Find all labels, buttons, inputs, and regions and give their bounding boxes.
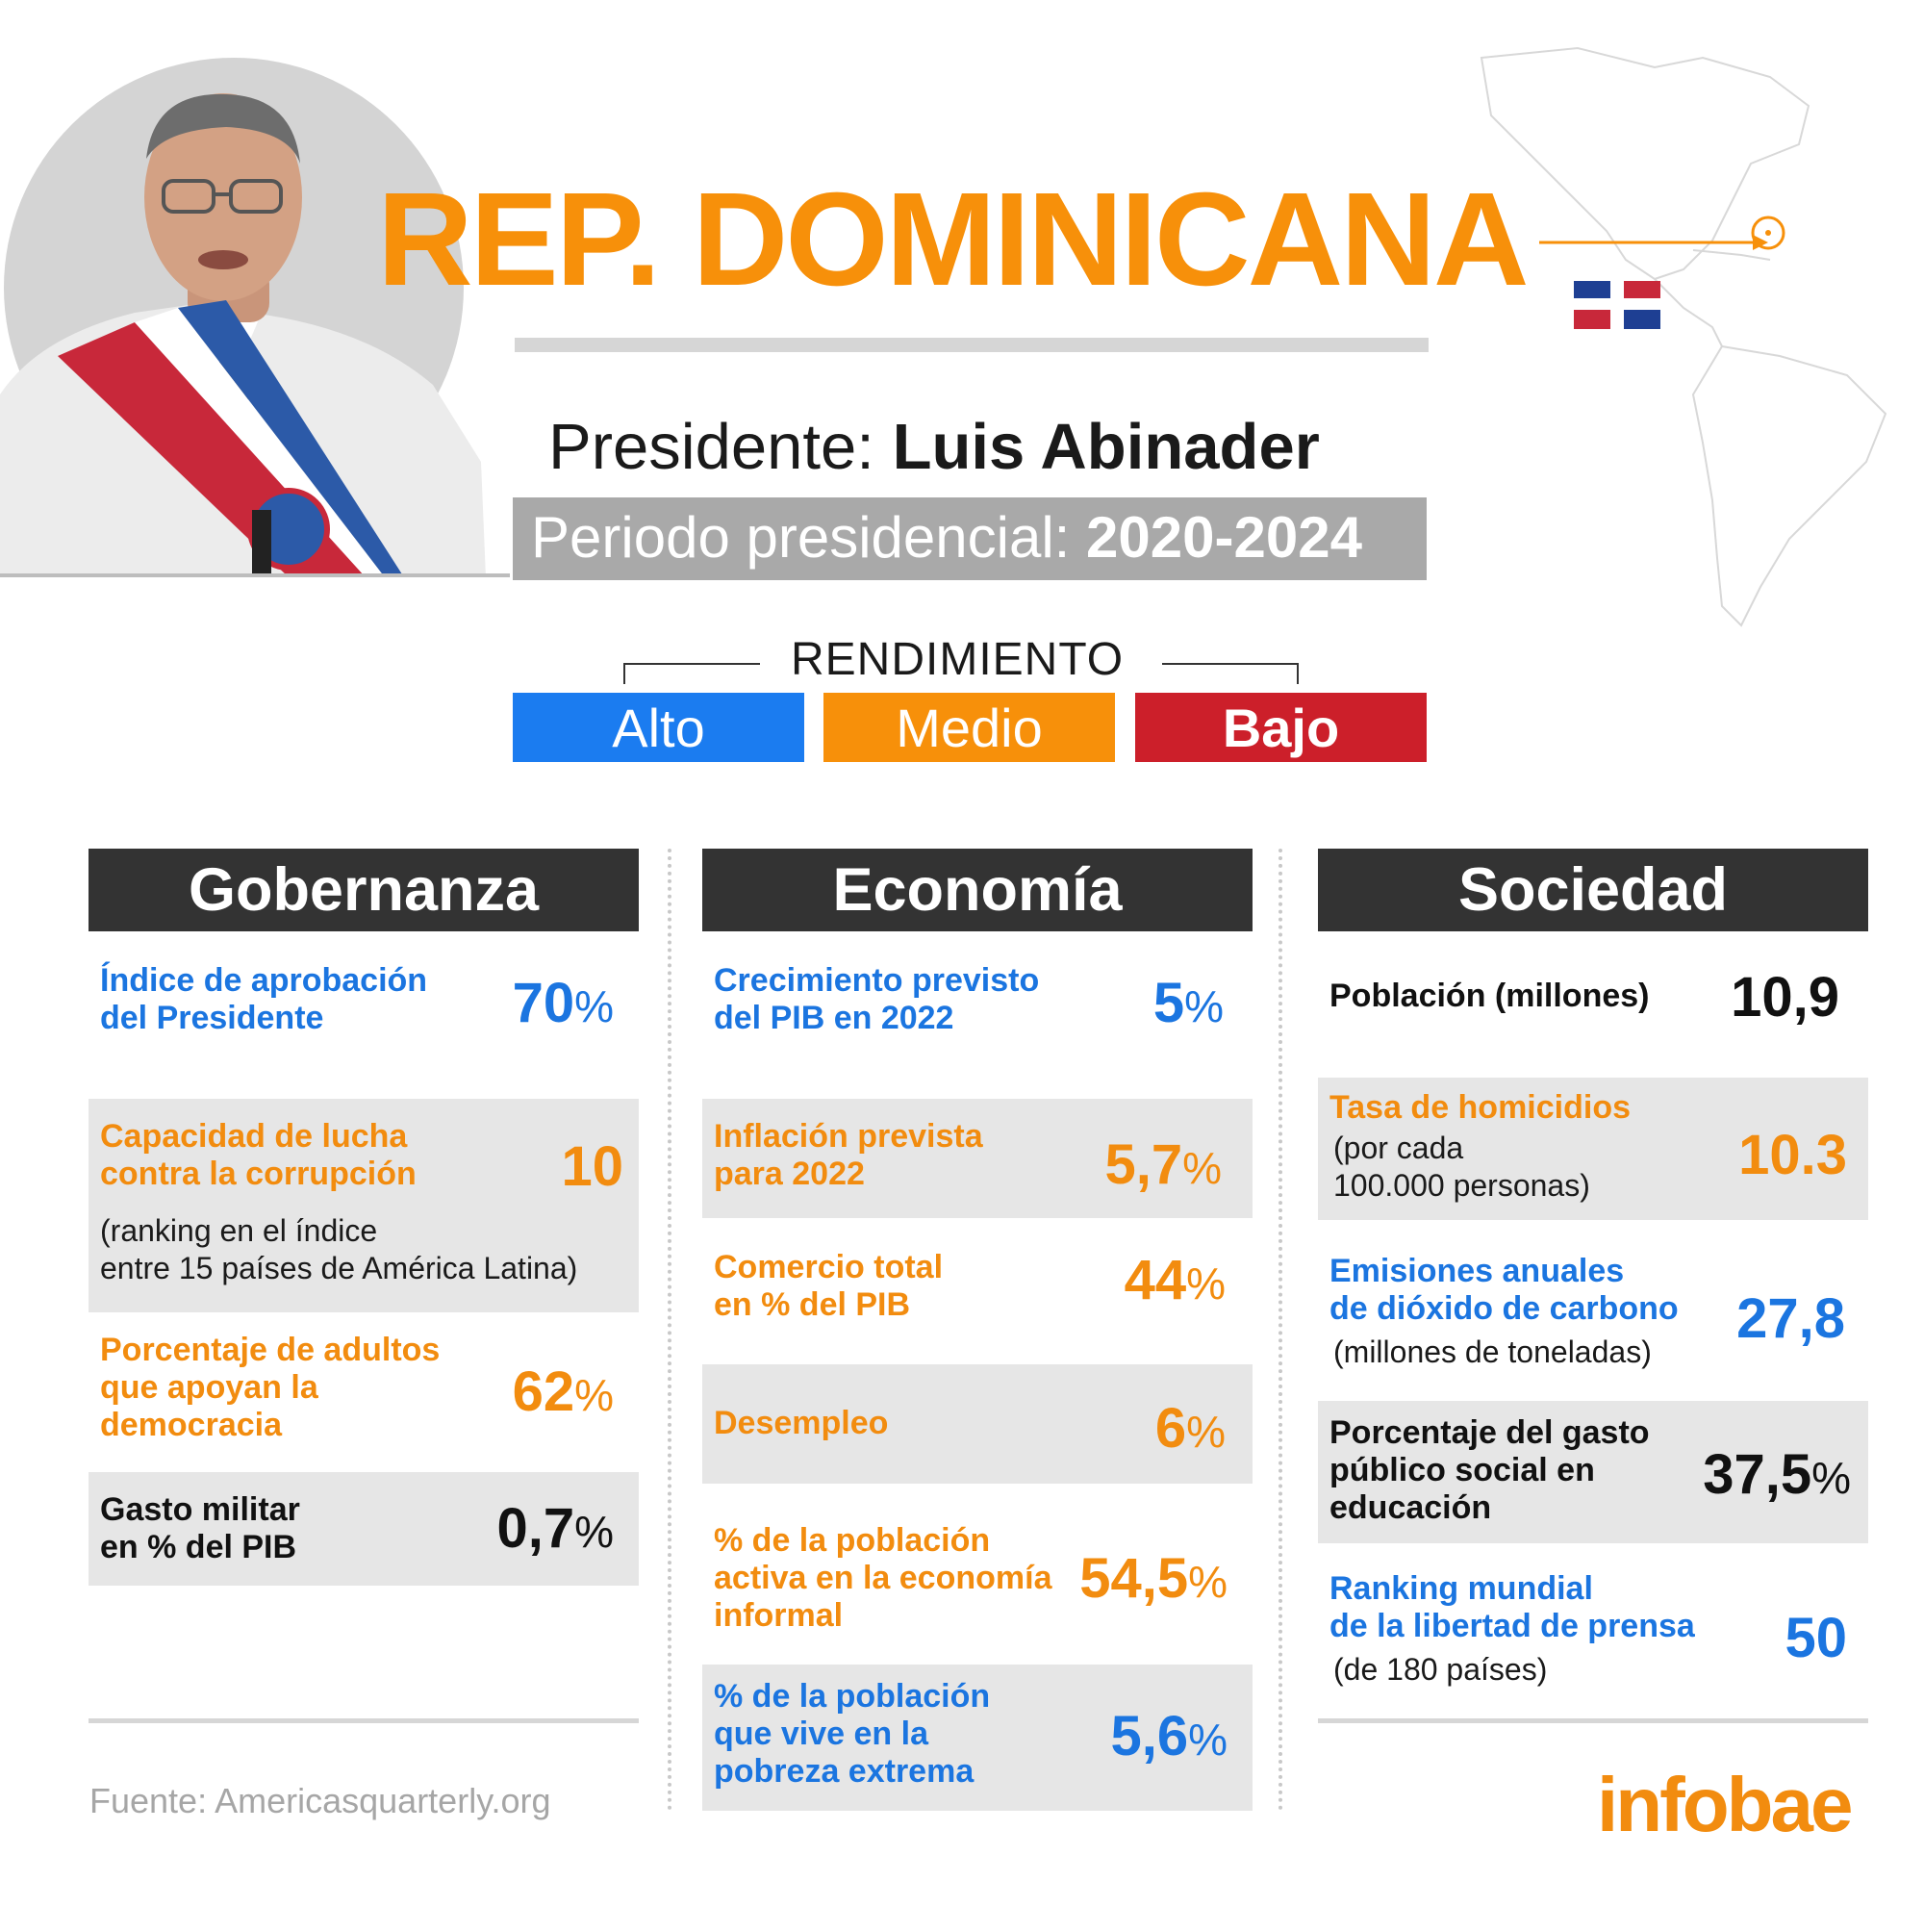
item-sublabel: (de 180 países): [1333, 1652, 1548, 1687]
dominican-flag-icon: [1574, 281, 1660, 329]
item-value: 50: [1785, 1607, 1847, 1669]
period-value: 2020-2024: [1086, 505, 1362, 570]
legend-medio: Medio: [823, 693, 1115, 762]
title-divider: [515, 338, 1429, 352]
economia-item-inflacion: Inflación prevista para 2022 5,7%: [702, 1099, 1253, 1218]
president-label: Presidente:: [548, 411, 874, 483]
sociedad-item-emisiones: Emisiones anuales de dióxido de carbono (…: [1318, 1241, 1868, 1376]
page-title: REP. DOMINICANA: [377, 165, 1530, 314]
sociedad-heading: Sociedad: [1318, 849, 1868, 931]
item-value: 10,9: [1731, 966, 1839, 1029]
item-sublabel: (ranking en el índice entre 15 países de …: [100, 1213, 578, 1285]
legend-alto: Alto: [513, 693, 804, 762]
item-value: 37,5%: [1703, 1443, 1851, 1506]
gobernanza-item-militar: Gasto militar en % del PIB 0,7%: [89, 1472, 639, 1586]
item-value: 5,7%: [1104, 1133, 1222, 1196]
legend-bracket-left: [623, 663, 760, 665]
item-sublabel: (millones de toneladas): [1333, 1335, 1652, 1369]
sociedad-item-educacion: Porcentaje del gasto público social en edu…: [1318, 1401, 1868, 1543]
item-value: 54,5%: [1079, 1547, 1228, 1610]
item-label: Población (millones): [1329, 978, 1650, 1014]
item-value: 27,8: [1736, 1287, 1845, 1350]
period-line: Periodo presidencial: 2020-2024: [531, 506, 1362, 570]
period-banner: [513, 497, 1427, 580]
item-value: 5,6%: [1110, 1705, 1228, 1767]
item-value: 10: [561, 1135, 623, 1198]
legend-bracket-right-tick: [1297, 663, 1299, 684]
period-label: Periodo presidencial:: [531, 505, 1071, 570]
item-value: 0,7%: [496, 1497, 614, 1560]
source-text: Fuente: Americasquarterly.org: [89, 1781, 551, 1820]
economia-item-crecimiento: Crecimiento previsto del PIB en 2022 5%: [702, 953, 1253, 1068]
legend-bajo: Bajo: [1135, 693, 1427, 762]
americas-map-icon: [1480, 46, 1887, 627]
item-label: Inflación prevista para 2022: [714, 1118, 983, 1192]
item-value: 6%: [1154, 1397, 1226, 1460]
photo-base-line: [0, 573, 510, 577]
item-label: Emisiones anuales de dióxido de carbono: [1329, 1253, 1679, 1327]
item-label: Ranking mundial de la libertad de prensa: [1329, 1570, 1695, 1644]
item-sublabel: (por cada 100.000 personas): [1333, 1131, 1590, 1203]
item-value: 62%: [512, 1360, 614, 1423]
economia-item-desempleo: Desempleo 6%: [702, 1364, 1253, 1484]
president-name: Luis Abinader: [892, 411, 1320, 483]
item-label: Porcentaje del gasto público social en edu…: [1329, 1414, 1650, 1526]
column-divider-2: [1278, 849, 1282, 1811]
economia-item-informal: % de la población activa en la economía in…: [702, 1513, 1253, 1647]
item-label: Tasa de homicidios: [1329, 1089, 1632, 1126]
item-value: 44%: [1124, 1249, 1226, 1311]
legend-bracket-left-tick: [623, 663, 625, 684]
gobernanza-bottom-rule: [89, 1718, 639, 1723]
column-divider-1: [668, 849, 671, 1811]
economia-item-comercio: Comercio total en % del PIB 44%: [702, 1237, 1253, 1343]
legend-title: RENDIMIENTO: [791, 634, 1125, 685]
item-label: % de la población activa en la economía in…: [714, 1522, 1052, 1634]
infobae-logo: infobae: [1597, 1762, 1853, 1847]
gobernanza-item-democracia: Porcentaje de adultos que apoyan la democr…: [89, 1322, 639, 1466]
item-label: % de la población que vive en la pobreza e…: [714, 1678, 991, 1790]
item-label: Índice de aprobación del Presidente: [100, 962, 428, 1036]
item-label: Capacidad de lucha contra la corrupción: [100, 1118, 417, 1192]
sociedad-bottom-rule: [1318, 1718, 1868, 1723]
president-photo: [0, 93, 486, 577]
economia-heading: Economía: [702, 849, 1253, 931]
item-value: 70%: [512, 972, 614, 1034]
gobernanza-item-aprobacion: Índice de aprobación del Presidente 70%: [89, 953, 639, 1078]
item-label: Crecimiento previsto del PIB en 2022: [714, 962, 1040, 1036]
legend-bracket-right: [1162, 663, 1299, 665]
sociedad-item-homicidios: Tasa de homicidios (por cada 100.000 pers…: [1318, 1078, 1868, 1220]
president-line: Presidente: Luis Abinader: [548, 412, 1320, 483]
item-label: Porcentaje de adultos que apoyan la democr…: [100, 1332, 441, 1443]
item-value: 10.3: [1738, 1124, 1847, 1186]
gobernanza-heading: Gobernanza: [89, 849, 639, 931]
item-label: Desempleo: [714, 1405, 889, 1441]
arrow-right-icon: [1539, 235, 1768, 250]
item-label: Comercio total en % del PIB: [714, 1249, 944, 1323]
economia-item-pobreza: % de la población que vive en la pobreza e…: [702, 1665, 1253, 1811]
gobernanza-item-corrupcion: Capacidad de lucha contra la corrupción 1…: [89, 1099, 639, 1312]
item-value: 5%: [1152, 972, 1224, 1034]
item-label: Gasto militar en % del PIB: [100, 1491, 300, 1565]
sociedad-item-prensa: Ranking mundial de la libertad de prensa …: [1318, 1559, 1868, 1703]
sociedad-item-poblacion: Población (millones) 10,9: [1318, 953, 1868, 1058]
